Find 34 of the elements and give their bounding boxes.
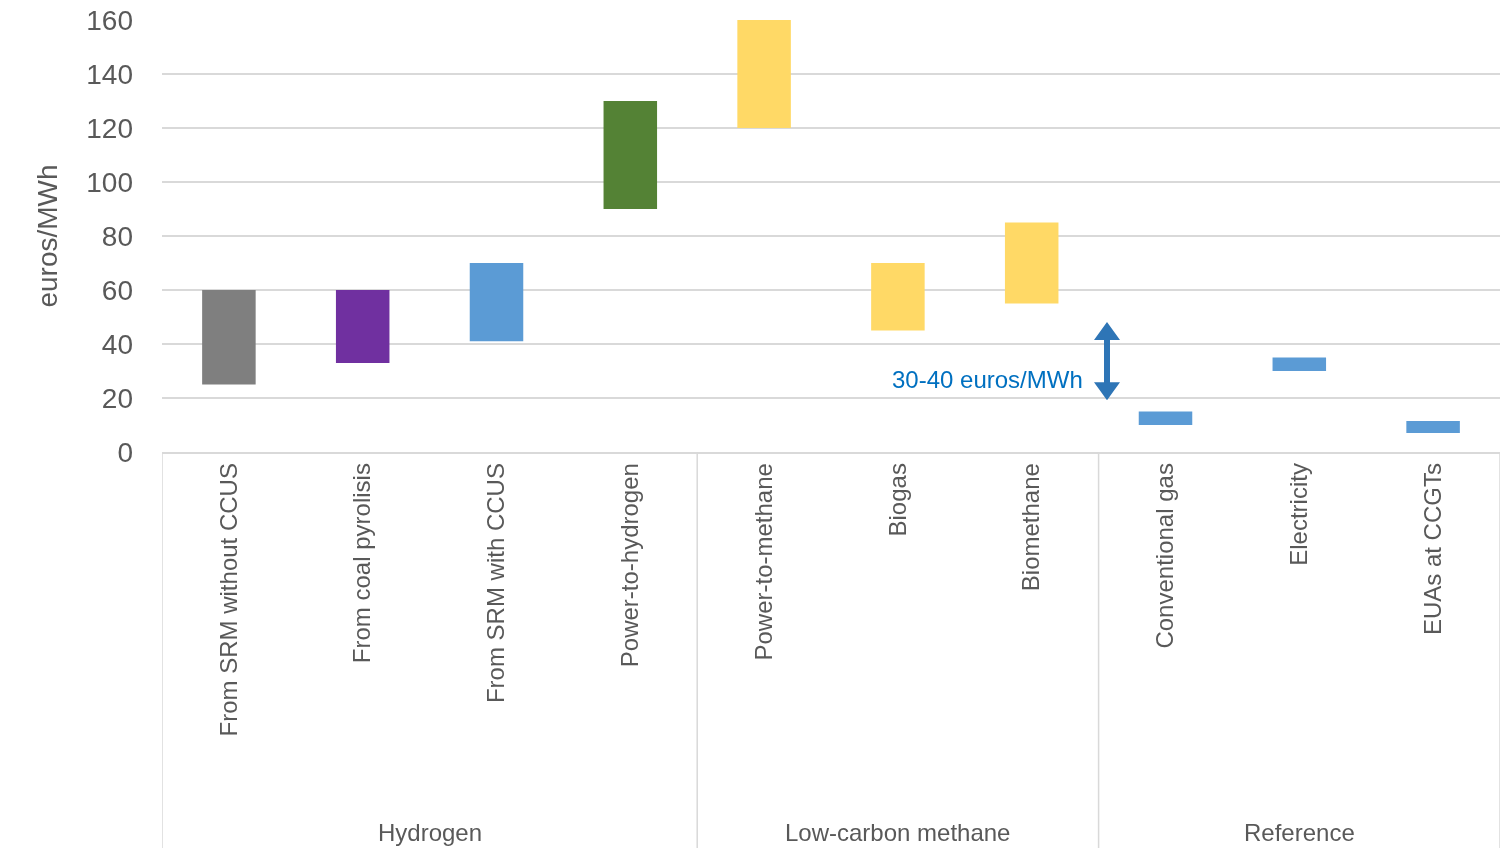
x-tick-label: From SRM with CCUS [482, 463, 510, 704]
x-tick-label: From coal pyrolisis [348, 463, 376, 664]
x-tick-label: Biogas [883, 463, 911, 537]
y-tick-label: 120 [86, 112, 133, 144]
y-tick-label: 40 [101, 328, 133, 360]
x-tick-label: Conventional gas [1151, 463, 1179, 649]
x-tick-label: Power-to-methane [749, 463, 777, 661]
y-tick-label: 60 [101, 274, 133, 306]
bar [1138, 411, 1193, 425]
y-tick-label: 160 [86, 4, 133, 36]
bar [1004, 222, 1059, 304]
bar [335, 290, 390, 363]
y-tick-label: 80 [101, 220, 133, 252]
bar [737, 20, 791, 128]
y-tick-label: 20 [101, 382, 133, 414]
annotation: 30-40 euros/MWh [892, 366, 1083, 393]
bar [603, 101, 658, 209]
x-tick-label: Biomethane [1017, 463, 1045, 592]
bar [1272, 357, 1327, 371]
text: Reference [1244, 819, 1355, 846]
bar [202, 290, 256, 385]
bar [1406, 420, 1460, 434]
y-tick-label: 0 [117, 436, 133, 468]
x-tick-label: EUAs at CCGTs [1418, 463, 1446, 636]
y-axis-title: euros/MWh [31, 164, 63, 308]
x-tick-label: From SRM without CCUS [214, 463, 242, 737]
x-tick-label: Power-to-hydrogen [616, 463, 644, 668]
y-tick-label: 100 [86, 166, 133, 198]
bar [469, 263, 524, 342]
bar [871, 263, 925, 331]
x-tick-label: Electricity [1285, 463, 1313, 566]
text: Low-carbon methane [785, 819, 1011, 846]
text: Hydrogen [378, 819, 483, 846]
y-tick-label: 140 [86, 58, 133, 90]
